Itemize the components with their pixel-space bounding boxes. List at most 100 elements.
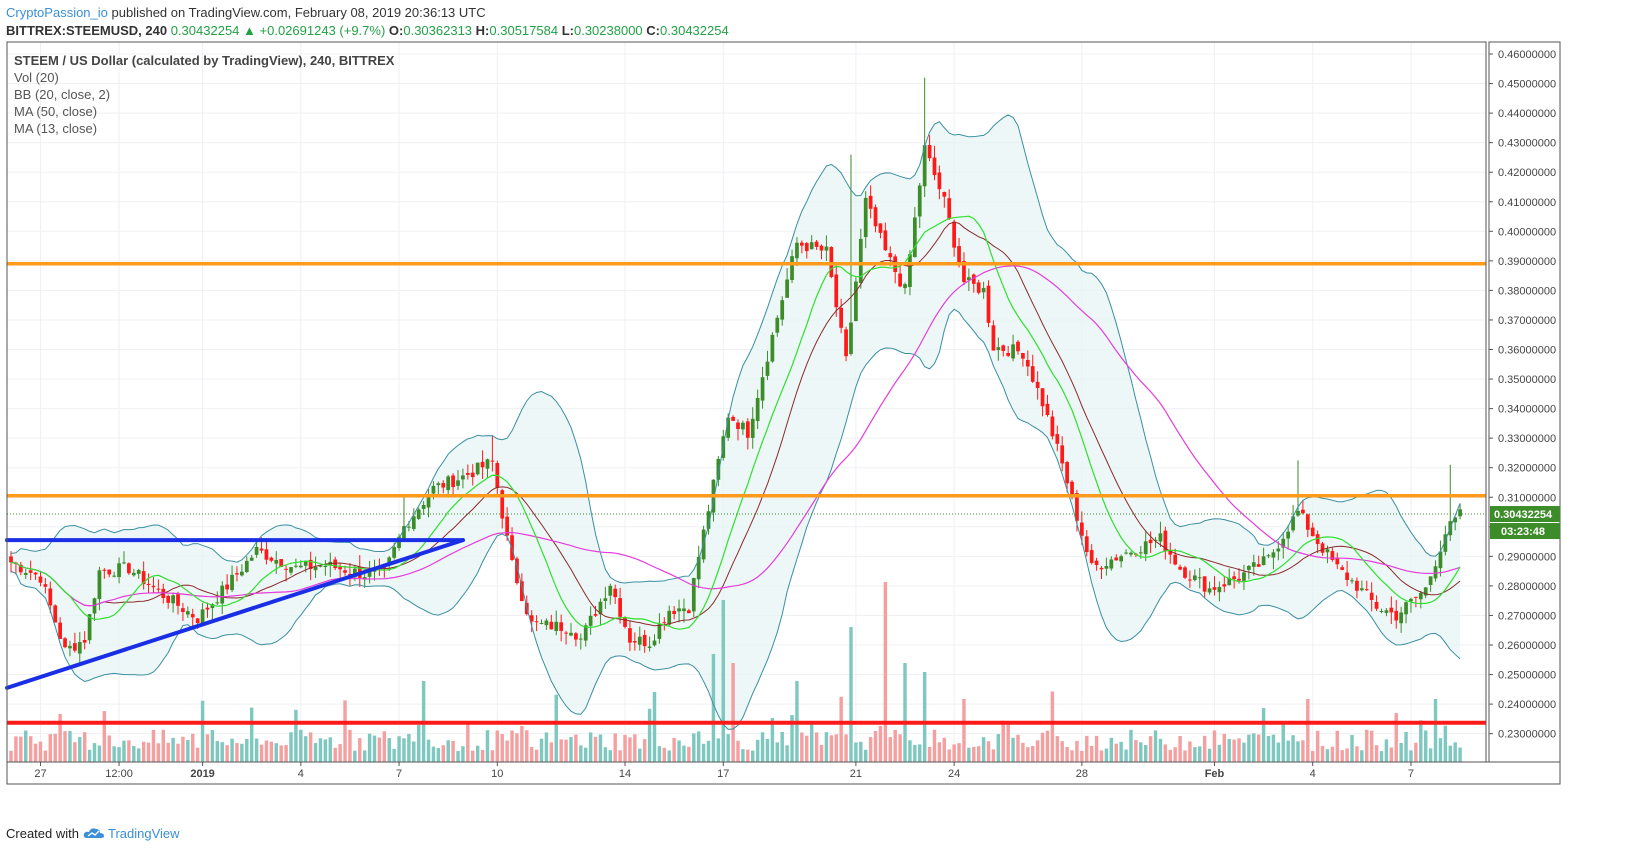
candle-body: [1212, 587, 1217, 590]
volume-bar: [471, 750, 475, 762]
candle-body: [917, 185, 922, 217]
bollinger-fill: [11, 114, 1461, 730]
candle-body: [1301, 509, 1305, 514]
candle-body: [1276, 548, 1281, 552]
volume-bar: [972, 746, 976, 762]
candle-body: [77, 642, 82, 654]
ma13-line: [10, 215, 1461, 630]
time-tick-label: 27: [34, 768, 46, 780]
candle-body: [652, 640, 657, 646]
candle-body: [215, 602, 220, 604]
volume-bar: [1306, 699, 1310, 762]
legend-item-ma50[interactable]: MA (50, close): [14, 104, 98, 119]
volume-bar: [1423, 730, 1428, 762]
volume-bar: [1389, 747, 1394, 762]
volume-bar: [1340, 750, 1344, 762]
volume-bar: [43, 750, 48, 762]
volume-bar: [692, 733, 696, 762]
candle-body: [1055, 434, 1060, 444]
legend-item-bollinger[interactable]: BB (20, close, 2): [14, 87, 111, 102]
price-tick-label: 0.40000000: [1498, 226, 1556, 238]
volume-bar: [412, 741, 416, 762]
candle-body: [1414, 596, 1418, 598]
volume-bar: [628, 737, 632, 762]
volume-bar: [1394, 713, 1398, 762]
volume-bar: [544, 732, 549, 762]
candle-body: [632, 641, 637, 643]
volume-bar: [24, 730, 28, 762]
volume-bar: [1021, 742, 1025, 762]
candle-body: [539, 622, 544, 624]
volume-bar: [1414, 742, 1418, 762]
volume-bar: [1124, 749, 1128, 762]
volume-bar: [682, 745, 686, 762]
volume-bar: [1458, 747, 1462, 762]
volume-bar: [289, 732, 293, 762]
indicators: [10, 114, 1461, 730]
candle-body: [259, 548, 264, 551]
legend-item-volume[interactable]: Vol (20): [14, 70, 59, 85]
candle-body: [1060, 445, 1065, 464]
candle-body: [957, 246, 961, 264]
author-link[interactable]: CryptoPassion_io: [6, 5, 108, 20]
volume-bar: [230, 738, 234, 762]
candle-body: [942, 191, 947, 197]
candle-body: [146, 584, 151, 586]
volume-bar: [1183, 750, 1187, 762]
volume-bar: [151, 729, 156, 762]
candle-body: [456, 480, 460, 486]
candle-body: [289, 567, 293, 573]
candle-body: [819, 245, 824, 251]
candle-body: [1418, 592, 1423, 600]
volume-bar: [353, 750, 357, 762]
volume-bar: [569, 737, 573, 762]
candle-body: [1197, 577, 1202, 579]
candle-body: [1178, 566, 1182, 570]
candle-body: [1404, 602, 1408, 615]
candle-body: [908, 254, 912, 288]
volume-bar: [328, 737, 333, 762]
volume-bar: [343, 700, 347, 762]
volume-bar: [1443, 725, 1448, 762]
volume-bar: [1134, 740, 1138, 762]
volume-bar: [1031, 745, 1035, 762]
candle-body: [731, 416, 735, 421]
volume-bar: [102, 711, 107, 762]
volume-bar: [868, 737, 873, 762]
volume-bar: [908, 740, 912, 762]
candle-body: [623, 618, 627, 627]
candle-body: [898, 273, 902, 287]
volume-bar: [68, 731, 72, 762]
volume-bar: [559, 739, 563, 762]
volume-bar: [716, 738, 721, 762]
volume-bar: [1193, 747, 1197, 762]
candle-body: [141, 571, 146, 585]
candle-body: [844, 329, 848, 357]
candle-body: [127, 563, 131, 574]
legend-item-ma13[interactable]: MA (13, close): [14, 121, 98, 136]
tradingview-brand[interactable]: TradingView: [108, 826, 180, 841]
volume-bar: [952, 744, 956, 762]
candle-body: [1021, 353, 1025, 359]
volume-bar: [1365, 729, 1369, 762]
volume-bar: [195, 747, 200, 762]
volume-bar: [1428, 748, 1433, 762]
candle-body: [1335, 557, 1340, 565]
candle-body: [294, 565, 298, 567]
volume-bar: [367, 733, 372, 762]
candle-body: [967, 277, 971, 281]
volume-bar: [205, 734, 210, 762]
candle-body: [1016, 341, 1020, 352]
candle-body: [1266, 555, 1271, 557]
volume-bar: [608, 750, 613, 762]
volume-bar: [1360, 750, 1364, 762]
candle-body: [1163, 530, 1168, 552]
candle-body: [888, 253, 893, 258]
volume-bar: [1252, 733, 1256, 762]
time-axis: 27 12:00 2019 4 7 10 14 17 21 24 28 Feb 4 7: [34, 762, 1414, 780]
candle-body: [446, 476, 451, 491]
candle-body: [736, 422, 740, 429]
volume-bar: [809, 721, 814, 762]
candle-body: [637, 636, 642, 645]
